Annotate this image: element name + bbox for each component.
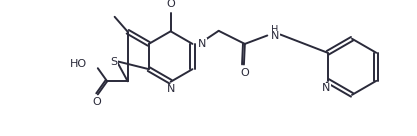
Text: O: O	[166, 0, 175, 9]
Text: N: N	[198, 39, 206, 49]
Text: O: O	[241, 68, 249, 78]
Text: HO: HO	[70, 58, 87, 69]
Text: N: N	[271, 31, 279, 41]
Text: O: O	[93, 97, 101, 107]
Text: N: N	[166, 84, 175, 94]
Text: S: S	[111, 57, 118, 67]
Text: H: H	[271, 25, 279, 35]
Text: N: N	[322, 83, 330, 93]
